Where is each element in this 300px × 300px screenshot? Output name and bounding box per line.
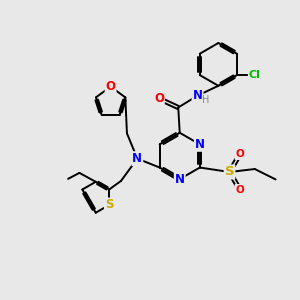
Text: N: N [193, 89, 202, 102]
Text: Cl: Cl [249, 70, 261, 80]
Text: S: S [225, 166, 234, 178]
Text: N: N [132, 152, 142, 165]
Text: H: H [202, 95, 210, 105]
Text: O: O [236, 185, 244, 195]
Text: N: N [175, 172, 185, 186]
Text: O: O [154, 92, 164, 105]
Text: N: N [195, 138, 205, 151]
Text: O: O [236, 149, 244, 159]
Text: O: O [106, 80, 116, 93]
Text: S: S [105, 199, 113, 212]
